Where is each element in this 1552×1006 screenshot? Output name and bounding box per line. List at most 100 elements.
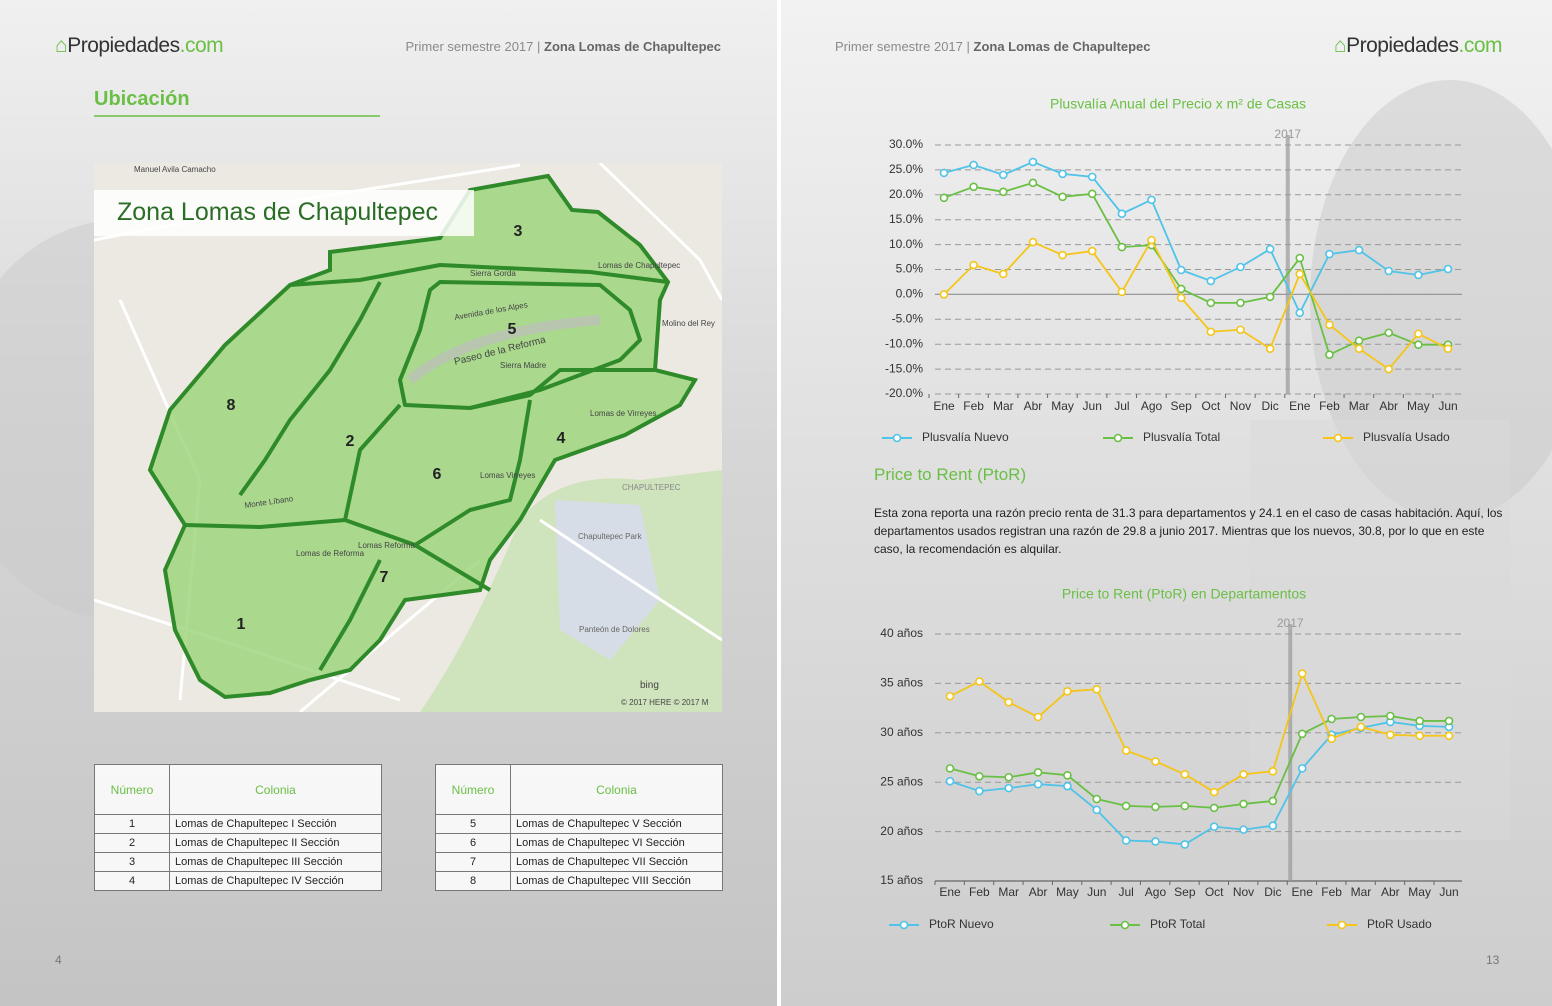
table-cell: 7 <box>435 852 511 872</box>
data-point <box>1092 685 1102 694</box>
data-point <box>1236 325 1245 335</box>
data-point <box>1180 840 1190 849</box>
x-tick-label: May <box>1408 885 1431 899</box>
table-header-row: Número Colonia <box>94 764 382 815</box>
table: Número Colonia 5 Lomas de Chapultepec V Sec… <box>435 764 723 891</box>
data-point <box>1180 769 1190 779</box>
data-point <box>1295 308 1305 318</box>
table: Número Colonia 1 Lomas de Chapultepec I Sec… <box>94 764 382 891</box>
data-point <box>1385 711 1395 721</box>
data-point <box>1209 822 1219 831</box>
chart-title: Price to Rent (PtoR) en Departamentos <box>1062 586 1306 602</box>
data-point <box>1295 253 1305 263</box>
data-point <box>1151 837 1160 846</box>
legend-marker <box>1333 433 1343 443</box>
data-point <box>1443 344 1453 353</box>
legend-marker <box>1120 920 1130 930</box>
legend-label: Plusvalía Usado <box>1363 430 1450 444</box>
charts: Plusvalía Anual del Precio x m² de Casas… <box>880 96 1462 931</box>
y-tick-label: 20 años <box>880 824 923 838</box>
y-tick-label: 25 años <box>880 774 923 788</box>
series-line <box>949 715 1449 809</box>
lake <box>555 500 660 660</box>
x-tick-label: Ene <box>1292 885 1314 899</box>
table-cell: 4 <box>94 871 170 891</box>
x-tick-label: Jun <box>1439 885 1458 899</box>
x-tick-label: Sep <box>1174 885 1196 899</box>
map-label: Lomas de Chapultepec <box>598 261 680 270</box>
data-point <box>1356 722 1366 732</box>
y-tick-label: 30.0% <box>889 137 923 151</box>
table-cell: Lomas de Chapultepec V Sección <box>510 814 723 834</box>
y-tick-label: 0.0% <box>896 287 924 301</box>
data-point <box>1180 801 1190 811</box>
y-tick-label: -5.0% <box>892 311 924 325</box>
y-tick-label: 5.0% <box>896 262 924 276</box>
map-label: Sierra Madre <box>500 361 547 370</box>
data-point <box>1384 364 1394 374</box>
y-tick-label: 15.0% <box>889 212 923 226</box>
table-cell: Lomas de Chapultepec VIII Sección <box>510 871 723 891</box>
table-row: 4 Lomas de Chapultepec IV Sección <box>94 871 382 891</box>
x-tick-label: Nov <box>1230 399 1251 413</box>
data-point <box>998 269 1008 279</box>
logo-suffix: .com <box>1458 34 1502 57</box>
legend-label: PtoR Nuevo <box>929 917 994 931</box>
map-label: Lomas Virreyes <box>480 471 535 480</box>
data-point <box>1354 245 1364 255</box>
y-tick-label: -15.0% <box>885 361 923 375</box>
data-point <box>1239 825 1248 834</box>
section-title: Price to Rent (PtoR) <box>874 465 1027 484</box>
x-tick-label: Ene <box>1289 399 1311 413</box>
data-point <box>1444 716 1454 726</box>
data-point <box>975 771 984 781</box>
x-tick-label: Ago <box>1141 399 1163 413</box>
data-point <box>1327 714 1336 724</box>
table-row: 6 Lomas de Chapultepec VI Sección <box>435 833 723 853</box>
column-header: Número <box>94 764 170 815</box>
data-point <box>1176 284 1186 294</box>
x-tick-label: Mar <box>993 399 1014 413</box>
table-cell: 6 <box>435 833 511 853</box>
data-point <box>1117 287 1127 297</box>
data-point <box>1444 731 1454 741</box>
zone-number: 6 <box>433 466 442 483</box>
x-tick-label: Oct <box>1205 885 1224 899</box>
data-point <box>1414 270 1423 280</box>
x-tick-label: Feb <box>1319 399 1340 413</box>
data-point <box>1385 730 1395 740</box>
zone-number: 3 <box>514 223 523 240</box>
data-point <box>1268 796 1278 806</box>
y-tick-label: -20.0% <box>885 386 923 400</box>
data-point <box>1239 769 1248 779</box>
map-label: Manuel Avila Camacho <box>134 165 216 174</box>
data-point <box>1087 189 1097 199</box>
x-tick-label: Abr <box>1379 399 1398 413</box>
data-point <box>1092 805 1102 815</box>
zone-number: 7 <box>380 569 389 586</box>
x-tick-label: Mar <box>1349 399 1370 413</box>
data-point <box>1297 669 1307 678</box>
series-line <box>943 181 1448 356</box>
x-tick-label: Ago <box>1145 885 1167 899</box>
data-point <box>1236 262 1245 272</box>
section-title: Ubicación <box>94 88 190 110</box>
map-label: Sierra Gorda <box>470 269 516 278</box>
map-label: Chapultepec Park <box>578 532 643 541</box>
data-point <box>1058 250 1067 260</box>
logo-name: Propiedades <box>67 34 180 57</box>
logo: ⌂Propiedades.com <box>55 34 224 57</box>
x-tick-label: Oct <box>1201 399 1220 413</box>
data-point <box>1063 687 1072 696</box>
x-tick-label: Abr <box>1024 399 1043 413</box>
chart-title: Plusvalía Anual del Precio x m² de Casas <box>1050 96 1306 112</box>
data-point <box>1414 329 1423 339</box>
map-title-box <box>94 190 474 236</box>
data-point <box>998 170 1008 180</box>
y-tick-label: 10.0% <box>889 237 923 251</box>
table-row: 7 Lomas de Chapultepec VII Sección <box>435 852 723 872</box>
data-point <box>1063 770 1072 780</box>
legend-marker <box>1113 433 1123 443</box>
legend-marker <box>892 433 902 443</box>
